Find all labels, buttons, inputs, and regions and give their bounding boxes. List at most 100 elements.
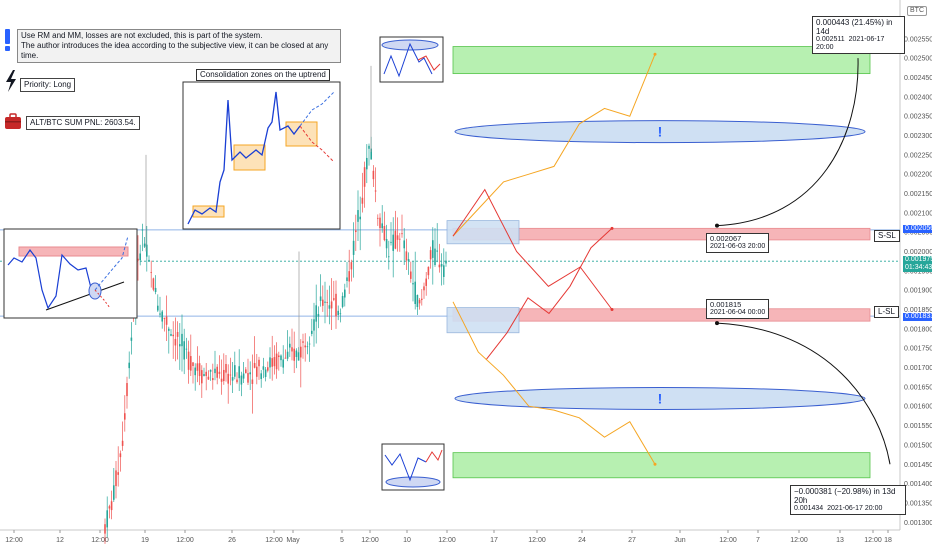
lightning-icon: [6, 70, 16, 92]
countdown-value: 01:34:43: [905, 264, 932, 271]
currency-tag: BTC: [907, 6, 927, 16]
candle-body: [359, 216, 361, 220]
exclamation-icon: !: [658, 391, 663, 407]
curve-up: [716, 58, 859, 227]
x-tick-label: 13: [836, 537, 844, 544]
y-tick-label: 0.002100: [904, 210, 932, 217]
level-upper-tag: 0.002056: [903, 225, 932, 233]
candle-body: [344, 289, 346, 298]
candle-body: [150, 272, 152, 274]
candle-body: [425, 278, 427, 286]
candle-body: [304, 345, 306, 348]
y-tick-label: 0.001400: [904, 481, 932, 488]
candle-body: [126, 383, 128, 397]
candle-body: [256, 366, 258, 377]
candle-body: [181, 333, 183, 347]
candle-body: [251, 379, 254, 384]
inset-zone-1: [192, 205, 225, 218]
candle-body: [443, 265, 445, 277]
candle-body: [130, 337, 133, 341]
candle-body: [385, 238, 388, 249]
inset-trendline: [3, 228, 138, 319]
candle-body: [152, 278, 155, 290]
candle-body: [198, 363, 201, 377]
candle-body: [148, 259, 150, 262]
inset-short-red: [417, 55, 441, 71]
candle-body: [291, 347, 293, 352]
y-tick-label: 0.002350: [904, 114, 932, 121]
inset-short-blue: [383, 42, 433, 78]
x-tick-label: 19: [141, 537, 149, 544]
candle-body: [436, 250, 438, 252]
last-price-tag: 0.001975 01:34:43: [903, 256, 932, 272]
y-tick-label: 0.002550: [904, 36, 932, 43]
inset-long-blue: [384, 452, 427, 482]
curve-up-start: [715, 223, 719, 228]
y-tick-label: 0.001500: [904, 442, 932, 449]
candle-body: [429, 250, 432, 260]
x-tick-label: 26: [228, 537, 236, 544]
exclamation-icon: !: [658, 124, 663, 140]
inset-long-ellipse: [385, 476, 441, 488]
inset-proj-down-2: [94, 289, 111, 309]
l-sl-price: 0.001815: [710, 300, 742, 309]
attention-ellipse: [454, 120, 866, 144]
candle-body: [282, 359, 284, 368]
y-tick-label: 0.001550: [904, 423, 932, 430]
x-tick-label: 12:00: [438, 537, 456, 544]
candle-body: [350, 262, 353, 270]
candle-body: [295, 350, 298, 357]
x-tick-label: 12:00: [864, 537, 882, 544]
x-tick-label: Jun: [674, 537, 685, 544]
candle-body: [271, 358, 273, 367]
notice-line-2: The author introduces the idea according…: [21, 41, 329, 60]
inset-proj-up: [299, 91, 335, 127]
y-tick-label: 0.002250: [904, 152, 932, 159]
candle-body: [407, 259, 410, 262]
candle-body: [117, 472, 119, 475]
candle-body: [308, 343, 311, 345]
candle-body: [146, 244, 148, 257]
candle-body: [253, 362, 256, 368]
projection-orange-up-end: [653, 52, 657, 56]
candle-body: [337, 310, 339, 315]
candle-body: [355, 230, 357, 233]
candle-body: [264, 369, 267, 377]
x-tick-label: 12:00: [265, 537, 283, 544]
candle-body: [192, 362, 194, 366]
candle-body: [214, 368, 216, 374]
inset-price-line: [187, 91, 301, 225]
candle-body: [157, 305, 159, 311]
candle-body: [326, 302, 328, 303]
candle-body: [124, 413, 126, 420]
candle-body: [293, 348, 295, 361]
candle-body: [119, 453, 122, 458]
candle-body: [317, 313, 320, 317]
pnl-label: ALT/BTC SUM PNL: 2603.54.: [26, 116, 140, 130]
candle-body: [260, 373, 262, 380]
candle-body: [179, 344, 181, 347]
candle-body: [141, 229, 144, 231]
projection-red-up-end: [610, 226, 614, 230]
candle-body: [368, 145, 370, 149]
l-sl-date: 2021-06-04 00:00: [710, 309, 766, 316]
candle-body: [161, 311, 163, 322]
x-tick-label: 18: [884, 537, 892, 544]
candle-body: [311, 330, 313, 334]
candle-body: [207, 376, 210, 380]
x-tick-label: 12: [56, 537, 64, 544]
projection-orange-up: [452, 54, 656, 237]
candle-body: [258, 359, 260, 367]
inset-trend-line: [45, 281, 125, 311]
candle-body: [339, 313, 342, 315]
candle-body: [194, 367, 196, 376]
inset-touch-ellipse: [88, 282, 102, 300]
candle-body: [374, 190, 377, 192]
target-down-date: 2021-06-17 20:00: [827, 505, 883, 512]
candle-body: [315, 305, 317, 322]
target-up-date: 2021-06-17 20:00: [816, 36, 885, 51]
projection-red-up: [485, 227, 613, 361]
candle-body: [113, 485, 115, 500]
exclamation-dot-icon: [5, 46, 10, 51]
